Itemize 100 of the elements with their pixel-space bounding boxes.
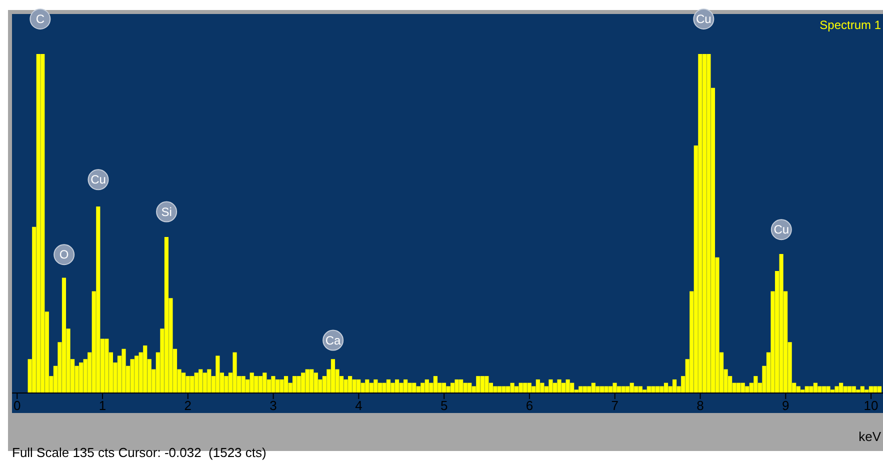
bar: [408, 382, 412, 393]
bar: [796, 386, 800, 393]
bar: [463, 382, 468, 393]
x-tick-label: 0: [14, 398, 21, 414]
bar: [646, 386, 651, 393]
bar: [250, 372, 254, 393]
annotation: Si: [161, 204, 172, 219]
bar: [356, 379, 361, 393]
bar: [36, 54, 40, 393]
bar: [104, 338, 109, 393]
annotation: C: [36, 12, 45, 26]
bar: [877, 386, 882, 393]
bar: [860, 386, 864, 393]
bar: [587, 386, 592, 393]
annotation: Cu: [90, 172, 106, 187]
bar: [557, 379, 562, 393]
bar: [852, 386, 856, 393]
bar: [660, 386, 664, 393]
annotation: O: [59, 248, 69, 262]
bar: [254, 376, 258, 393]
bar: [804, 386, 809, 393]
bar: [706, 54, 711, 393]
bar: [79, 362, 84, 393]
bar: [591, 382, 596, 393]
x-tick-label: 1: [98, 398, 106, 414]
bar: [506, 386, 510, 393]
bar: [518, 382, 523, 393]
bar: [207, 369, 212, 393]
bar: [621, 386, 626, 393]
bar: [446, 386, 450, 393]
bar: [134, 356, 139, 393]
bar: [566, 379, 570, 393]
bar: [305, 369, 310, 393]
x-tick-label: 4: [355, 398, 362, 414]
bar: [374, 379, 378, 393]
bar: [638, 386, 642, 393]
bar: [190, 376, 194, 393]
bar: [390, 382, 395, 393]
bar: [314, 372, 318, 393]
bar: [480, 376, 484, 393]
bar: [468, 382, 472, 393]
bar: [194, 372, 198, 393]
bar: [275, 379, 280, 393]
bar: [626, 386, 630, 393]
bar: [442, 382, 446, 393]
bar: [843, 386, 848, 393]
x-tick-label: 2: [184, 398, 192, 414]
bar: [596, 386, 600, 393]
x-tick-label: 8: [696, 398, 704, 414]
x-tick-label: 10: [864, 398, 878, 414]
bar: [280, 379, 284, 393]
bar: [612, 382, 617, 393]
x-tick-label: 9: [782, 398, 790, 414]
bar: [399, 382, 404, 393]
bar: [664, 382, 668, 393]
bar: [826, 386, 830, 393]
bar: [809, 386, 814, 393]
bar: [570, 382, 574, 393]
bar: [540, 382, 544, 393]
bar: [301, 372, 306, 393]
bar: [839, 382, 844, 393]
bar: [344, 379, 348, 393]
bar: [369, 382, 374, 393]
bar: [552, 382, 558, 393]
bar: [818, 386, 822, 393]
bar: [493, 386, 498, 393]
bar: [834, 386, 839, 393]
bar: [416, 386, 420, 393]
bar: [216, 356, 220, 393]
bar: [271, 376, 276, 393]
bar: [420, 382, 425, 393]
x-axis-title: keV: [858, 429, 882, 444]
bar: [62, 278, 66, 393]
bar: [143, 346, 148, 393]
text: Spectrum 1: [820, 18, 881, 32]
bar: [284, 376, 288, 393]
bar: [510, 382, 514, 393]
bar: [604, 386, 608, 393]
bar: [702, 54, 706, 393]
x-tick-label: 6: [526, 398, 534, 414]
annotation: Cu: [696, 12, 712, 26]
bar: [608, 386, 613, 393]
bar: [754, 376, 758, 393]
bar: [241, 376, 246, 393]
bar: [386, 379, 391, 393]
bar: [476, 376, 480, 393]
bar: [224, 376, 228, 393]
bar: [40, 54, 45, 393]
bar: [740, 382, 745, 393]
annotation: Cu: [774, 222, 790, 237]
bar: [514, 386, 519, 393]
x-tick-label: 3: [270, 398, 277, 414]
bar: [497, 386, 502, 393]
bar: [651, 386, 656, 393]
bar: [394, 379, 400, 393]
bar: [779, 254, 784, 393]
bar: [352, 379, 356, 393]
bar: [198, 369, 203, 393]
bar: [232, 352, 237, 393]
bar: [262, 372, 267, 393]
